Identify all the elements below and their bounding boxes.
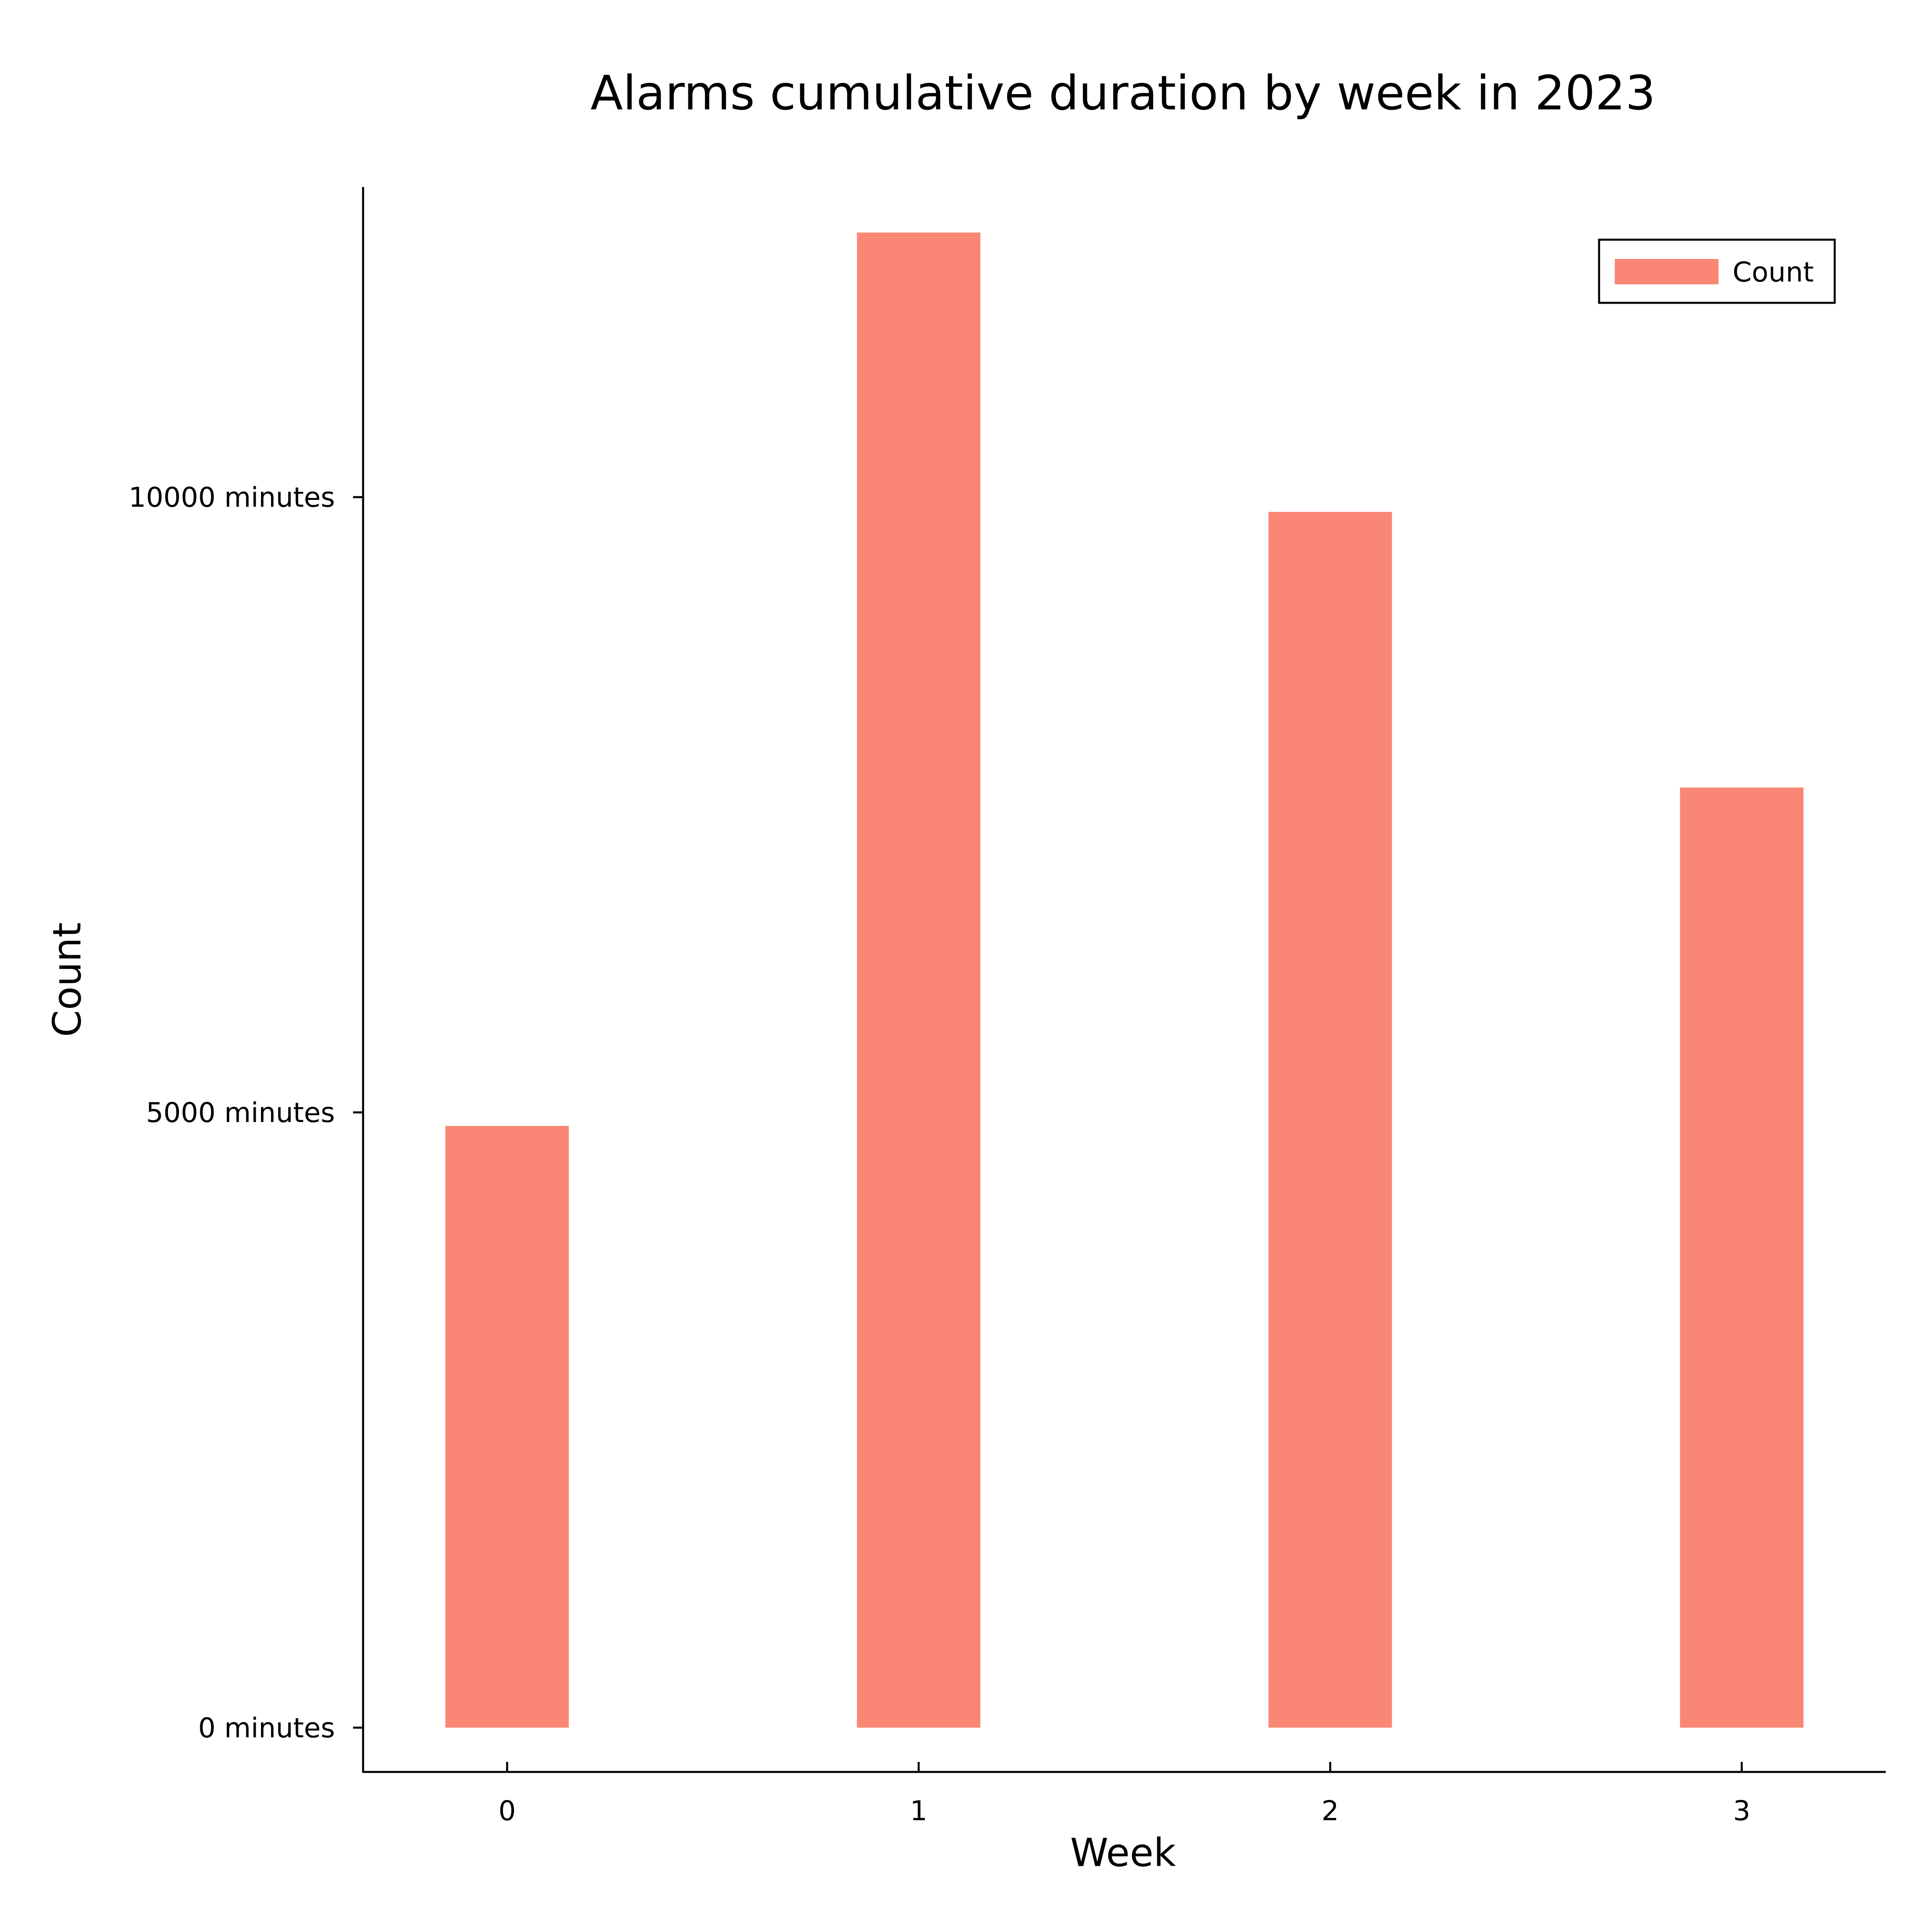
bar-week-2 bbox=[1268, 512, 1392, 1728]
y-ticks-layer: 0 minutes 5000 minutes 10000 minutes bbox=[129, 482, 363, 1744]
bar-week-1 bbox=[857, 232, 981, 1728]
y-axis-label: Count bbox=[45, 922, 90, 1037]
y-tick-label: 5000 minutes bbox=[146, 1097, 335, 1129]
legend: Count bbox=[1598, 238, 1836, 304]
x-tick-label: 1 bbox=[910, 1795, 927, 1827]
x-axis-label: Week bbox=[1070, 1830, 1176, 1875]
bar-week-0 bbox=[445, 1126, 569, 1728]
legend-swatch bbox=[1615, 259, 1719, 284]
chart-title: Alarms cumulative duration by week in 20… bbox=[591, 65, 1656, 121]
bar-week-3 bbox=[1680, 787, 1804, 1728]
bars-layer bbox=[445, 232, 1804, 1728]
y-tick-label: 0 minutes bbox=[198, 1712, 335, 1744]
x-tick-label: 0 bbox=[499, 1795, 516, 1827]
axes-layer bbox=[362, 187, 1886, 1773]
x-tick-label: 3 bbox=[1733, 1795, 1750, 1827]
legend-label: Count bbox=[1733, 257, 1814, 288]
y-tick-label: 10000 minutes bbox=[129, 482, 335, 514]
x-ticks-layer: 0 1 2 3 bbox=[499, 1762, 1750, 1827]
x-tick-label: 2 bbox=[1322, 1795, 1339, 1827]
